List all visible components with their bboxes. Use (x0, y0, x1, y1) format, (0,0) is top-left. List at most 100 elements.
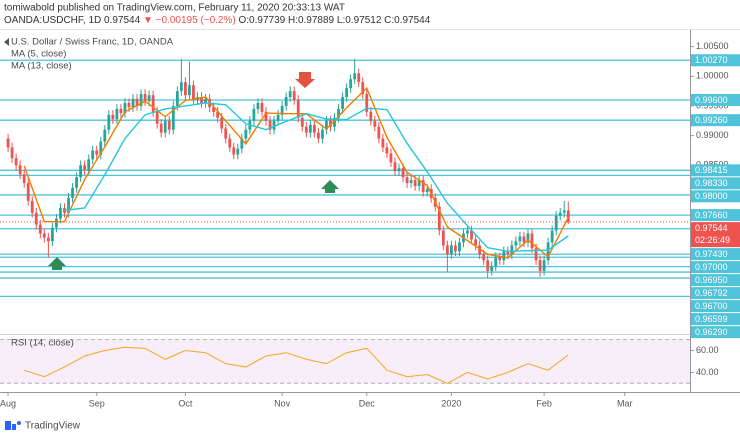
rsi-pane (0, 339, 690, 384)
level-label: 0.99260 (695, 115, 728, 125)
candle-body (316, 132, 320, 139)
symbol-line: OANDA:USDCHF, 1D 0.97544 ▼ −0.00195 (−0.… (4, 15, 431, 26)
level-label: 0.99600 (695, 95, 728, 105)
candle-body (417, 180, 421, 187)
candle-body (566, 210, 570, 222)
candle-body (188, 85, 191, 96)
change: ▼ −0.00195 (−0.2%) (143, 15, 236, 26)
level-label: 0.96599 (695, 314, 728, 324)
y-tick-label: 0.99000 (696, 130, 729, 140)
candle-body (272, 120, 276, 130)
candle-body (562, 210, 566, 213)
candle-body (212, 107, 216, 112)
last-price-bg (691, 222, 740, 248)
candle-body (200, 97, 203, 103)
candle-body (329, 120, 332, 127)
candle-body (280, 105, 284, 115)
collapse-icon[interactable] (4, 38, 9, 46)
candle-body (131, 98, 135, 108)
candle-body (300, 117, 304, 127)
ohlc: O:0.97739 H:0.97889 L:0.97512 C:0.97544 (238, 15, 430, 26)
candle-body (514, 241, 518, 246)
candle-body (337, 108, 340, 118)
candle-body (63, 207, 66, 213)
rsi-line (24, 346, 569, 384)
legend-rsi: RSI (14, close) (11, 338, 74, 349)
candle-body (474, 239, 477, 246)
countdown: 02:26:49 (695, 235, 730, 245)
price: 0.97544 (104, 15, 141, 26)
level-label-bg (691, 177, 740, 190)
candle-body (179, 82, 183, 92)
candle-body (240, 138, 244, 149)
candle-body (83, 165, 87, 171)
candle-body (99, 141, 103, 155)
level-label-bg (691, 114, 740, 127)
candle-body (397, 168, 401, 172)
candle-body (30, 200, 34, 213)
level-label-bg (691, 300, 740, 313)
candle-body (466, 230, 469, 234)
level-label: 0.97000 (695, 262, 728, 272)
level-label-bg (691, 209, 740, 222)
candle-body (413, 180, 417, 187)
symbol: OANDA:USDCHF, 1D (4, 15, 101, 26)
candle-body (143, 94, 147, 102)
brand: TradingView (25, 421, 81, 432)
candle-body (224, 128, 228, 139)
candle-body (159, 123, 163, 133)
candle-body (228, 138, 232, 148)
candle-body (26, 183, 30, 201)
candle-body (55, 218, 58, 228)
candle-body (482, 254, 486, 261)
candle-body (236, 148, 240, 155)
candles (6, 58, 570, 279)
candle-body (554, 215, 558, 231)
candle-body (385, 147, 389, 154)
y-tick-label: 1.00500 (696, 41, 729, 51)
candle-body (14, 158, 18, 166)
brand-logo (5, 421, 21, 430)
candle-body (175, 91, 179, 106)
candle-body (163, 120, 167, 133)
candle-body (542, 260, 546, 271)
x-tick-label: 2020 (441, 398, 461, 408)
level-label: 0.96792 (695, 288, 728, 298)
candle-body (546, 242, 550, 261)
candle-body (151, 95, 155, 112)
candle-body (264, 111, 268, 121)
level-label: 0.96290 (695, 327, 728, 337)
candle-body (345, 88, 349, 98)
candle-body (34, 212, 38, 225)
logo-part (12, 424, 16, 430)
candle-body (10, 147, 14, 159)
last-price-label: 0.97544 (695, 223, 728, 233)
candle-body (268, 120, 272, 130)
candle-body (22, 174, 26, 184)
rsi-tick-label: 40.00 (696, 367, 719, 377)
candle-body (445, 245, 449, 255)
candle-body (111, 114, 115, 119)
candle-body (79, 165, 83, 178)
candle-body (441, 230, 445, 246)
candle-body (534, 248, 538, 261)
up-arrow (48, 257, 66, 270)
candle-body (369, 111, 373, 121)
candle-body (425, 189, 429, 192)
level-label: 0.98330 (695, 178, 728, 188)
candle-body (50, 227, 54, 242)
candle-body (393, 162, 397, 172)
candle-body (450, 245, 453, 255)
level-label-bg (691, 326, 740, 339)
candle-body (107, 114, 111, 130)
candle-body (538, 260, 542, 271)
up-arrow (321, 180, 339, 193)
candle-body (526, 233, 530, 243)
candle-body (498, 257, 502, 261)
candle-body (38, 224, 42, 234)
candle-body (276, 114, 280, 121)
candle-body (421, 180, 425, 192)
candle-body (75, 177, 78, 188)
candle-body (139, 94, 143, 106)
